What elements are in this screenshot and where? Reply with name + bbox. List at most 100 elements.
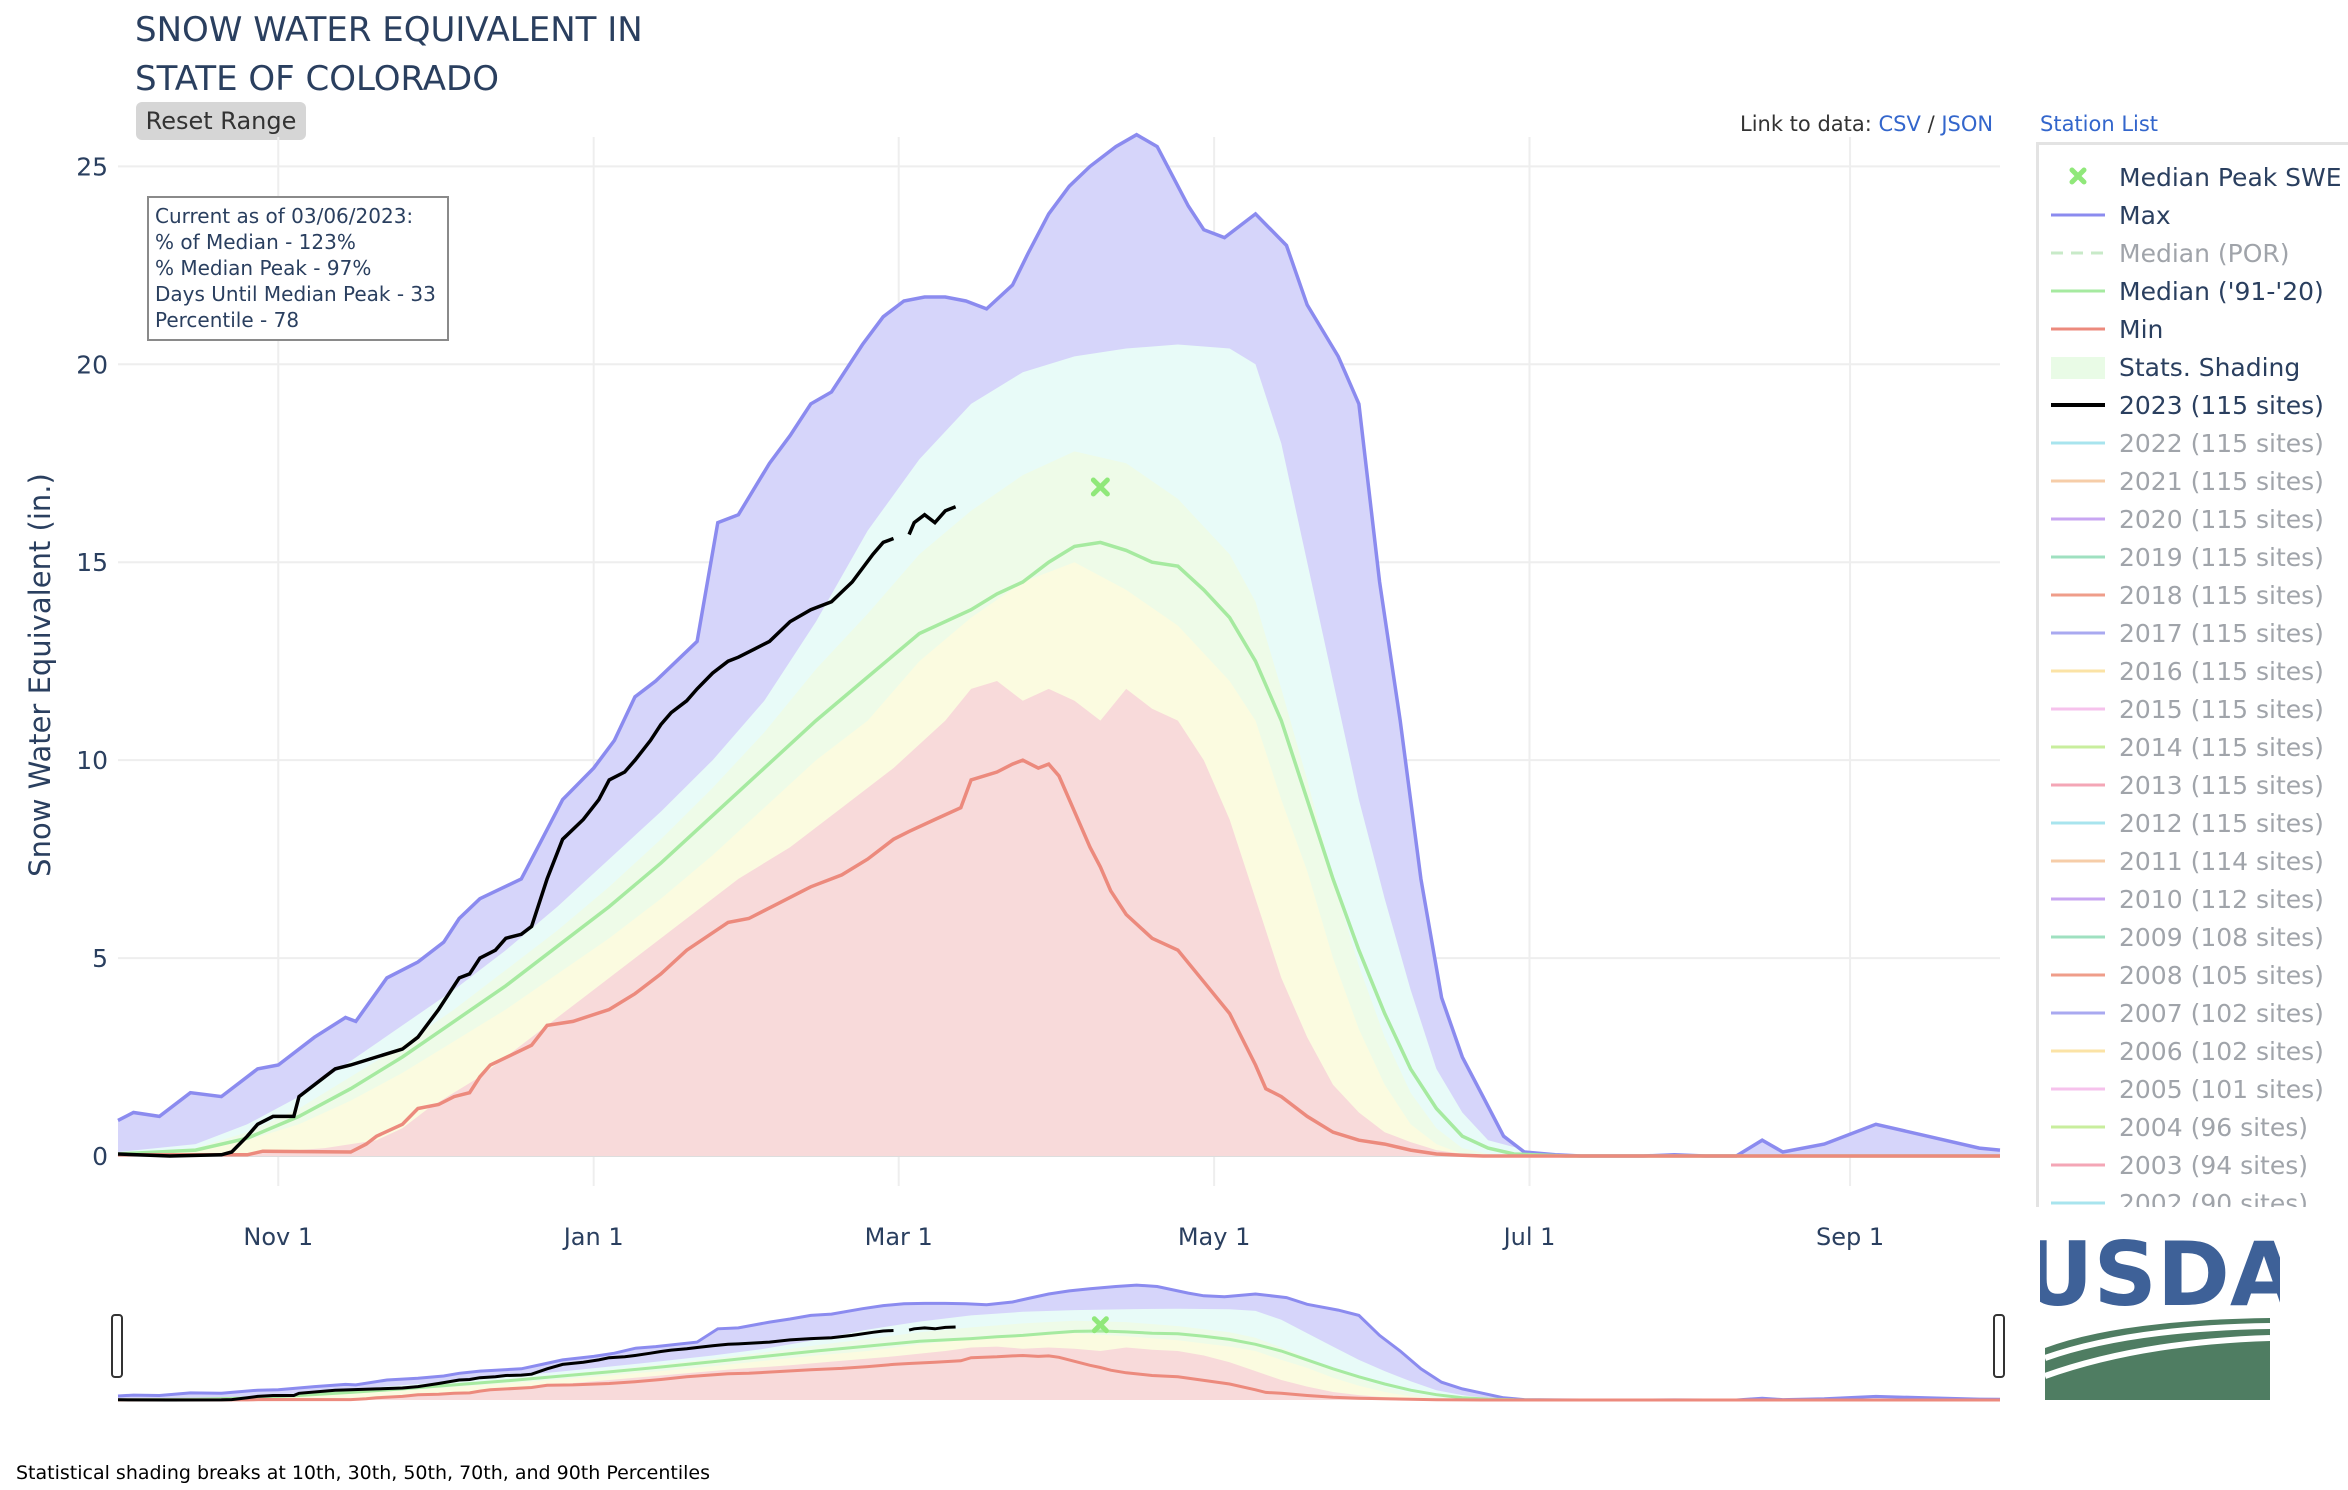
legend-swatch (2051, 707, 2105, 711)
legend-label: 2021 (115 sites) (2119, 466, 2324, 496)
legend-item[interactable]: 2019 (115 sites) (2039, 539, 2324, 575)
legend-swatch (2051, 1049, 2105, 1053)
info-days-until-peak: Days Until Median Peak - 33 (155, 282, 436, 306)
legend-item[interactable]: 2013 (115 sites) (2039, 767, 2324, 803)
area-layer (118, 134, 2000, 1156)
legend-label: 2017 (115 sites) (2119, 618, 2324, 648)
percentile-band (118, 681, 2000, 1156)
legend-item[interactable]: 2015 (115 sites) (2039, 691, 2324, 727)
slider-marker-layer (1091, 1316, 1109, 1334)
legend-swatch (2051, 327, 2105, 331)
legend-item[interactable]: 2008 (105 sites) (2039, 957, 2324, 993)
json-link[interactable]: JSON (1941, 112, 1994, 136)
slider-area-layer (118, 1285, 2000, 1400)
tick-layer: Nov 1 Jan 1 Mar 1 May 1 Jul 1 Sep 1 0 5 10 15 20 25 (76, 152, 1884, 1251)
footnote: Statistical shading breaks at 10th, 30th… (16, 1462, 710, 1484)
legend-swatch (2051, 1201, 2105, 1205)
legend-item[interactable]: 2022 (115 sites) (2039, 425, 2324, 461)
min-line (118, 1353, 2000, 1402)
reset-range-button[interactable]: Reset Range (136, 102, 306, 140)
legend-item[interactable]: Stats. Shading (2039, 349, 2300, 385)
station-list-link[interactable]: Station List (2040, 112, 2159, 136)
range-slider[interactable] (0, 1260, 2030, 1410)
legend-label: 2011 (114 sites) (2119, 846, 2324, 876)
legend-swatch (2051, 479, 2105, 483)
legend-label: 2003 (94 sites) (2119, 1150, 2309, 1180)
main-chart[interactable]: Nov 1 Jan 1 Mar 1 May 1 Jul 1 Sep 1 0 5 10 15 20 25 (0, 0, 2348, 1260)
info-date: Current as of 03/06/2023: (155, 204, 414, 228)
legend-swatch (2069, 167, 2087, 185)
legend-label: 2019 (115 sites) (2119, 542, 2324, 572)
legend-item[interactable]: Max (2039, 197, 2171, 233)
info-percent-median-peak: % Median Peak - 97% (155, 256, 372, 280)
y-tick-label: 0 (92, 1142, 108, 1171)
legend-label: Median Peak SWE (2119, 162, 2342, 192)
legend-label: 2007 (102 sites) (2119, 998, 2324, 1028)
legend-swatch (2051, 441, 2105, 445)
legend-label: Median (POR) (2119, 238, 2290, 268)
legend-item[interactable]: Median Peak SWE (2039, 159, 2342, 195)
legend-swatch (2051, 783, 2105, 787)
x-tick-label: Nov 1 (243, 1223, 313, 1251)
legend-swatch (2051, 973, 2105, 977)
y-axis-label: Snow Water Equivalent (in.) (23, 473, 57, 877)
legend-item[interactable]: 2005 (101 sites) (2039, 1071, 2324, 1107)
x-tick-label: Jan 1 (562, 1223, 624, 1251)
legend-label: 2015 (115 sites) (2119, 694, 2324, 724)
legend-item[interactable]: 2023 (115 sites) (2039, 387, 2324, 423)
x-tick-label: May 1 (1178, 1223, 1251, 1251)
legend-swatch (2051, 593, 2105, 597)
link-prefix: Link to data: (1740, 112, 1872, 136)
y-tick-label: 25 (76, 152, 108, 181)
legend-item[interactable]: Min (2039, 311, 2163, 347)
legend-item[interactable]: 2016 (115 sites) (2039, 653, 2324, 689)
current-year-line (117, 1325, 956, 1402)
usda-logo-stripe (2043, 1335, 2271, 1379)
legend-swatch (2051, 251, 2105, 255)
legend-item[interactable]: Median ('91-'20) (2039, 273, 2324, 309)
legend-label: 2006 (102 sites) (2119, 1036, 2324, 1066)
legend-item[interactable]: 2011 (114 sites) (2039, 843, 2324, 879)
legend-swatch (2051, 213, 2105, 217)
slider-handle-right[interactable] (1993, 1314, 2005, 1378)
y-tick-label: 10 (76, 746, 108, 775)
legend-item[interactable]: 2020 (115 sites) (2039, 501, 2324, 537)
usda-logo-stripe (2044, 1323, 2271, 1361)
legend-label: Min (2119, 314, 2164, 344)
legend-swatch (2051, 1087, 2105, 1091)
legend-item[interactable]: 2004 (96 sites) (2039, 1109, 2308, 1145)
usda-logo: USDA (2040, 1230, 2280, 1400)
legend-item[interactable]: 2007 (102 sites) (2039, 995, 2324, 1031)
legend-label: 2002 (90 sites) (2119, 1188, 2309, 1208)
legend-item[interactable]: Median (POR) (2039, 235, 2290, 271)
median-peak-marker (1090, 477, 1110, 497)
legend-swatch (2051, 897, 2105, 901)
marker-layer (1090, 477, 1110, 497)
legend-label: Median ('91-'20) (2119, 276, 2324, 306)
legend-item[interactable]: 2014 (115 sites) (2039, 729, 2324, 765)
legend-label: 2012 (115 sites) (2119, 808, 2324, 838)
title-line-2: STATE OF COLORADO (135, 59, 499, 99)
line-layer (117, 132, 2001, 1158)
median-peak-marker (1091, 1316, 1109, 1334)
csv-link[interactable]: CSV (1878, 112, 1921, 136)
y-tick-label: 20 (76, 350, 108, 379)
data-links: Link to data: CSV / JSON (1740, 112, 1993, 136)
slider-handle-left[interactable] (111, 1314, 123, 1378)
legend-item[interactable]: 2009 (108 sites) (2039, 919, 2324, 955)
info-percentile: Percentile - 78 (155, 308, 300, 332)
legend-item[interactable]: 2017 (115 sites) (2039, 615, 2324, 651)
median-line (117, 540, 2000, 1158)
legend-swatch (2051, 289, 2105, 293)
legend-label: 2010 (112 sites) (2119, 884, 2324, 914)
legend-item[interactable]: 2012 (115 sites) (2039, 805, 2324, 841)
legend-item[interactable]: 2021 (115 sites) (2039, 463, 2324, 499)
legend-swatch (2051, 1163, 2105, 1167)
legend-item[interactable]: 2006 (102 sites) (2039, 1033, 2324, 1069)
legend-item[interactable]: 2018 (115 sites) (2039, 577, 2324, 613)
x-tick-label: Mar 1 (865, 1223, 933, 1251)
legend-item[interactable]: 2003 (94 sites) (2039, 1147, 2308, 1183)
legend-item[interactable]: 2002 (90 sites) (2039, 1185, 2308, 1207)
legend-label: Stats. Shading (2119, 352, 2301, 382)
legend-item[interactable]: 2010 (112 sites) (2039, 881, 2324, 917)
